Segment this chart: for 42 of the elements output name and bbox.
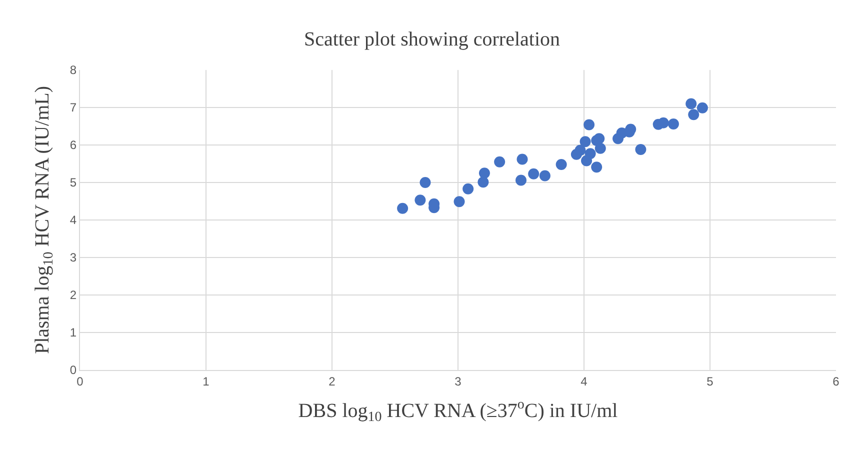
point: [539, 170, 550, 182]
x-tick-label: 5: [706, 374, 714, 388]
point: [580, 136, 591, 148]
x-tick-label: 6: [832, 374, 840, 388]
y-tick-label: 4: [70, 213, 77, 228]
x-tick-label: 4: [580, 374, 588, 388]
point: [516, 154, 528, 165]
point: [454, 196, 465, 208]
point: [635, 144, 646, 155]
point: [414, 194, 426, 206]
point: [686, 98, 697, 110]
point: [478, 176, 489, 188]
point: [591, 162, 602, 173]
y-tick-label: 0: [70, 363, 77, 378]
point: [478, 168, 490, 179]
point: [696, 102, 708, 114]
point: [584, 148, 596, 160]
y-tick-label: 5: [70, 176, 77, 190]
y-tick-label: 6: [70, 138, 77, 152]
point: [516, 174, 526, 186]
chart-title: Scatter plot showing correlation: [304, 28, 560, 50]
point: [668, 118, 679, 130]
point: [420, 177, 431, 188]
point: [594, 133, 605, 144]
y-tick-label: 2: [70, 288, 77, 302]
y-tick-label: 1: [70, 326, 77, 340]
point: [688, 109, 700, 120]
x-tick-label: 2: [328, 374, 336, 388]
y-tick-label: 8: [70, 63, 77, 78]
x-axis-title: DBS log$_{10}$ HCV RNA (≥37$^{o}$C) in IU/ml: [298, 398, 618, 426]
point: [397, 202, 408, 214]
point: [494, 156, 506, 168]
point: [528, 168, 540, 180]
x-tick-label: 1: [202, 374, 210, 388]
point: [556, 159, 567, 170]
x-tick-label: 3: [454, 374, 462, 388]
point: [462, 183, 474, 194]
point: [584, 119, 595, 130]
point: [574, 144, 586, 156]
y-tick-label: 7: [70, 100, 77, 115]
y-tick-label: 3: [70, 250, 77, 265]
point: [594, 142, 606, 154]
